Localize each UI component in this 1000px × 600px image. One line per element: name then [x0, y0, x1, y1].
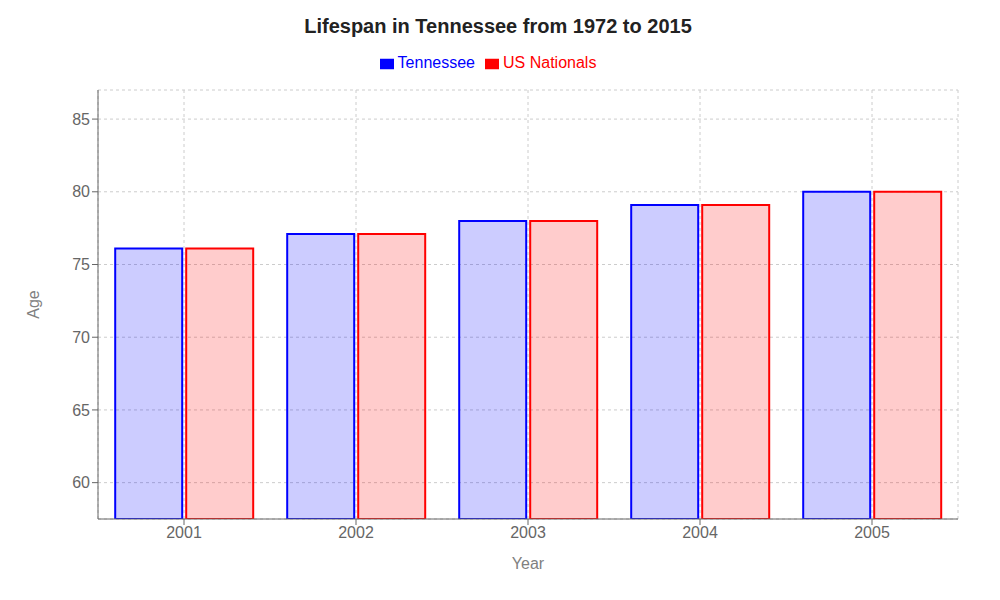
svg-text:60: 60 [72, 474, 90, 491]
svg-text:2004: 2004 [682, 524, 718, 541]
html-text:Tennessee: Tennessee [397, 54, 475, 71]
svg-text:85: 85 [72, 111, 90, 128]
svg-text:2001: 2001 [166, 524, 202, 541]
svg-text:80: 80 [72, 183, 90, 200]
svg-text:75: 75 [72, 256, 90, 273]
svg-text:2002: 2002 [338, 524, 374, 541]
svg-text:Year: Year [512, 555, 545, 572]
html-text:Lifespan in Tennessee from 197: Lifespan in Tennessee from 1972 to 2015 [304, 15, 692, 37]
svg-text:2005: 2005 [854, 524, 890, 541]
html-text:US Nationals: US Nationals [503, 54, 597, 71]
svg-text:2003: 2003 [510, 524, 546, 541]
svg-text:65: 65 [72, 402, 90, 419]
svg-text:Age: Age [25, 290, 42, 319]
svg-text:70: 70 [72, 329, 90, 346]
